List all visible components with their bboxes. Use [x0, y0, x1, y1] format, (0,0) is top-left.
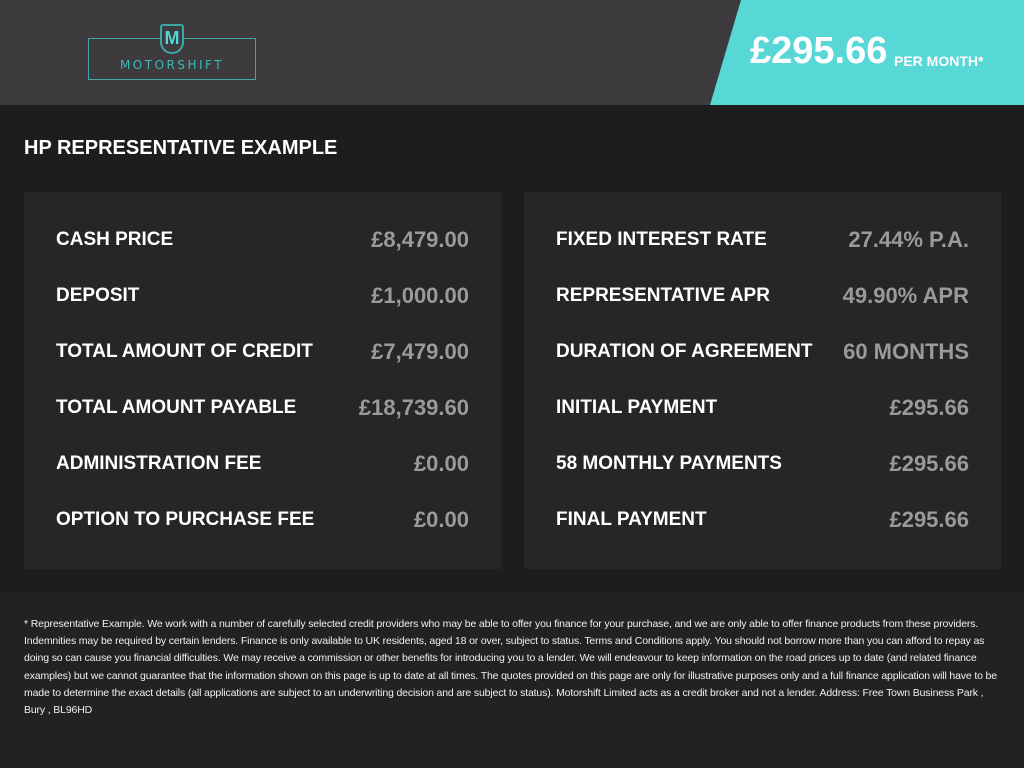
logo-text: MOTORSHIFT: [119, 58, 225, 72]
disclaimer-section: * Representative Example. We work with a…: [0, 592, 1024, 768]
finance-label: FIXED INTEREST RATE: [556, 229, 767, 250]
monthly-price-banner: £295.66 PER MONTH*: [710, 0, 1024, 105]
finance-panel-left: CASH PRICE £8,479.00 DEPOSIT £1,000.00 TOTAL…: [24, 192, 501, 569]
finance-row: CASH PRICE £8,479.00: [56, 212, 469, 268]
finance-row: TOTAL AMOUNT PAYABLE £18,739.60: [56, 380, 469, 436]
finance-row: OPTION TO PURCHASE FEE £0.00: [56, 492, 469, 548]
finance-value: £8,479.00: [371, 227, 469, 252]
finance-label: ADMINISTRATION FEE: [56, 453, 262, 474]
finance-label: TOTAL AMOUNT PAYABLE: [56, 397, 297, 418]
disclaimer-text: * Representative Example. We work with a…: [24, 618, 997, 717]
page-title: HP REPRESENTATIVE EXAMPLE: [24, 137, 338, 159]
finance-value: £295.66: [889, 507, 969, 532]
header: M MOTORSHIFT £295.66 PER MONTH*: [0, 0, 1024, 105]
finance-row: TOTAL AMOUNT OF CREDIT £7,479.00: [56, 324, 469, 380]
monthly-price: £295.66: [750, 30, 888, 72]
finance-value: £295.66: [889, 395, 969, 420]
finance-row: DURATION OF AGREEMENT 60 MONTHS: [556, 324, 969, 380]
per-month-label: PER MONTH*: [894, 53, 984, 69]
finance-label: 58 MONTHLY PAYMENTS: [556, 453, 782, 474]
finance-value: £295.66: [889, 451, 969, 476]
finance-row: REPRESENTATIVE APR 49.90% APR: [556, 268, 969, 324]
finance-label: REPRESENTATIVE APR: [556, 285, 770, 306]
finance-label: INITIAL PAYMENT: [556, 397, 718, 418]
finance-panel-right: FIXED INTEREST RATE 27.44% P.A. REPRESENTA…: [524, 192, 1001, 569]
finance-value: £0.00: [413, 451, 469, 476]
finance-row: FIXED INTEREST RATE 27.44% P.A.: [556, 212, 969, 268]
finance-label: OPTION TO PURCHASE FEE: [56, 509, 315, 530]
finance-value: 27.44% P.A.: [848, 227, 969, 252]
finance-value: £18,739.60: [358, 395, 469, 420]
finance-label: CASH PRICE: [56, 229, 174, 250]
finance-label: FINAL PAYMENT: [556, 509, 707, 530]
finance-row: ADMINISTRATION FEE £0.00: [56, 436, 469, 492]
finance-label: TOTAL AMOUNT OF CREDIT: [56, 341, 313, 362]
finance-row: INITIAL PAYMENT £295.66: [556, 380, 969, 436]
finance-value: £7,479.00: [371, 339, 469, 364]
motorshift-logo[interactable]: M MOTORSHIFT: [88, 22, 256, 80]
finance-label: DURATION OF AGREEMENT: [556, 341, 813, 362]
finance-row: FINAL PAYMENT £295.66: [556, 492, 969, 548]
finance-row: DEPOSIT £1,000.00: [56, 268, 469, 324]
finance-value: 49.90% APR: [842, 283, 969, 308]
finance-value: £1,000.00: [371, 283, 469, 308]
finance-label: DEPOSIT: [56, 285, 140, 306]
finance-value: £0.00: [413, 507, 469, 532]
finance-row: 58 MONTHLY PAYMENTS £295.66: [556, 436, 969, 492]
shield-icon: M: [160, 24, 184, 54]
finance-value: 60 MONTHS: [843, 339, 969, 364]
